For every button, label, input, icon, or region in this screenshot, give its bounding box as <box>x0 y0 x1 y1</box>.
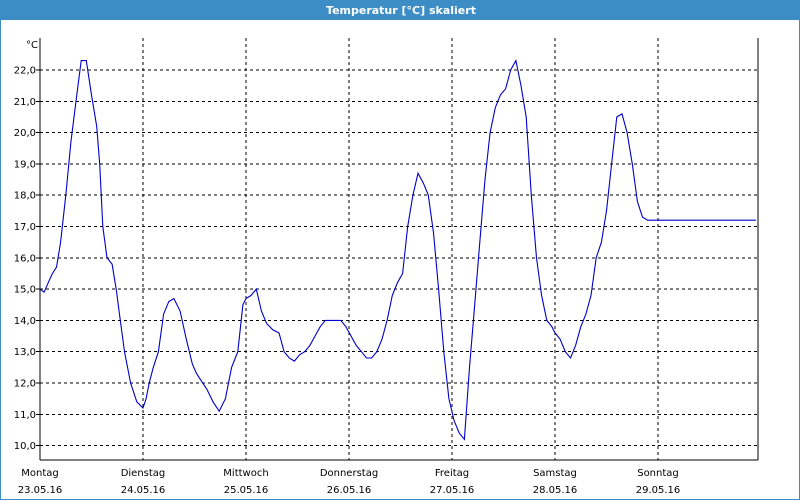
y-tick-label: 13,0 <box>14 347 36 358</box>
y-tick-label: 17,0 <box>14 222 36 233</box>
y-tick-label: 10,0 <box>14 441 36 452</box>
date-label: 25.05.16 <box>224 485 269 496</box>
date-label: 29.05.16 <box>636 485 681 496</box>
date-label: 28.05.16 <box>533 485 578 496</box>
day-label: Freitag <box>435 468 469 479</box>
day-label: Mittwoch <box>223 468 268 479</box>
temperature-line <box>39 59 756 441</box>
y-tick-label: 14,0 <box>14 316 36 327</box>
y-tick-label: 22,0 <box>14 66 36 77</box>
y-tick-label: 12,0 <box>14 379 36 390</box>
date-label: 23.05.16 <box>18 485 63 496</box>
y-tick-label: 21,0 <box>14 97 36 108</box>
day-label: Dienstag <box>121 468 166 479</box>
y-axis-unit: °C <box>26 40 38 51</box>
y-tick-label: 16,0 <box>14 253 36 264</box>
date-label: 26.05.16 <box>327 485 372 496</box>
day-label: Sonntag <box>637 468 679 479</box>
series-layer <box>39 59 756 441</box>
y-tick-label: 15,0 <box>14 285 36 296</box>
day-label: Samstag <box>533 468 577 479</box>
day-label: Montag <box>21 468 58 479</box>
y-tick-label: 11,0 <box>14 410 36 421</box>
y-tick-label: 20,0 <box>14 128 36 139</box>
axes: 10,0 11,0 12,0 13,0 14,0 15,0 16,0 17,0 18,0 19,0… <box>14 38 759 496</box>
chart-title: Temperatur [°C] skaliert <box>1 1 800 20</box>
date-label: 24.05.16 <box>121 485 166 496</box>
y-tick-label: 19,0 <box>14 159 36 170</box>
y-tick-label: 18,0 <box>14 191 36 202</box>
date-label: 27.05.16 <box>430 485 475 496</box>
grid <box>40 38 758 460</box>
day-label: Donnerstag <box>320 468 378 479</box>
